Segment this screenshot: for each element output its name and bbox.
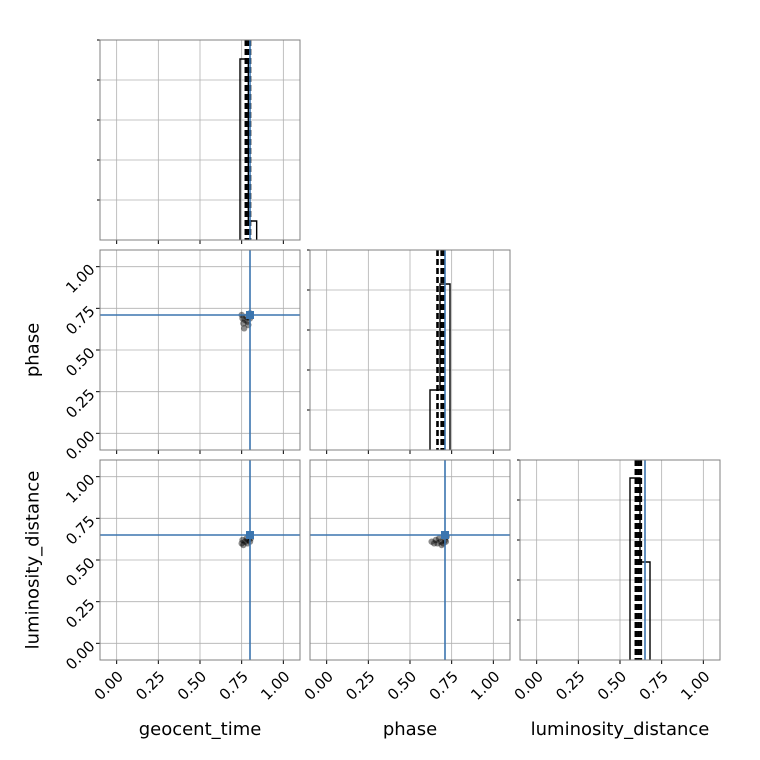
y-tick-label: 0.00 xyxy=(62,427,98,463)
x-tick-label: 0.00 xyxy=(91,668,127,704)
panel-luminosity_distance-vs-geocent_time: 0.000.250.500.751.000.00 0.25 0.50 0.75 1.00 xyxy=(62,459,301,704)
histogram-phase xyxy=(429,283,451,450)
panel-geocent_time-vs-geocent_time xyxy=(97,39,301,244)
x-tick-label: 0.50 xyxy=(384,668,420,704)
x-tick-label: 0.75 xyxy=(636,668,672,704)
panel-frame xyxy=(99,459,301,661)
panel-frame xyxy=(309,459,511,661)
truth-marker xyxy=(246,311,254,319)
sample-point xyxy=(437,538,445,545)
x-tick-label: 0.50 xyxy=(594,668,630,704)
sample-point xyxy=(428,538,435,545)
panel-frame xyxy=(519,459,721,661)
sample-point xyxy=(239,315,246,322)
sample-point xyxy=(244,318,251,325)
y-tick-label: 0.25 xyxy=(62,385,98,421)
sample-point xyxy=(435,535,443,542)
x-tick-label: 0.25 xyxy=(342,668,378,704)
panel-frame xyxy=(309,249,511,451)
panel-frame xyxy=(99,39,301,241)
x-tick-label: 0.25 xyxy=(552,668,588,704)
x-tick-label: 0.50 xyxy=(174,668,210,704)
sample-point xyxy=(442,538,450,545)
sample-point xyxy=(238,540,245,547)
x-tick-label: 1.00 xyxy=(467,668,503,704)
panel-phase-vs-phase xyxy=(307,249,511,454)
x-tick-label: 0.75 xyxy=(426,668,462,704)
sample-point xyxy=(244,540,251,547)
truth-marker xyxy=(441,531,449,539)
panel-phase-vs-geocent_time: 0.00 0.25 0.50 0.75 1.00 xyxy=(62,249,301,463)
y-tick-label: 0.50 xyxy=(62,554,98,590)
sample-point xyxy=(240,320,247,327)
x-tick-label: 1.00 xyxy=(677,668,713,704)
sample-point xyxy=(240,325,248,332)
x-axis-label-geocent_time: geocent_time xyxy=(139,719,262,740)
x-tick-label: 0.75 xyxy=(216,668,252,704)
y-tick-label: 0.50 xyxy=(62,344,98,380)
panel-luminosity_distance-vs-luminosity_distance: 0.00 0.25 0.50 0.75 1.00 xyxy=(511,459,721,704)
y-tick-label: 1.00 xyxy=(62,260,98,296)
panel-frame xyxy=(99,249,301,451)
sample-point xyxy=(241,538,249,545)
y-axis-label-phase: phase xyxy=(22,323,43,377)
x-tick-label: 0.00 xyxy=(511,668,547,704)
y-tick-label: 0.75 xyxy=(62,302,98,338)
x-axis-label-luminosity_distance: luminosity_distance xyxy=(531,719,710,740)
sample-point xyxy=(438,541,445,549)
sample-point xyxy=(240,541,247,549)
sample-point xyxy=(430,540,438,547)
sample-point xyxy=(239,536,246,544)
panel-luminosity_distance-vs-phase: 0.00 0.25 0.50 0.75 1.00 xyxy=(301,459,511,704)
x-tick-label: 0.00 xyxy=(301,668,337,704)
y-tick-label: 1.00 xyxy=(62,470,98,506)
scatter-luminosity_distance_vs_phase xyxy=(428,533,450,549)
sample-point xyxy=(432,536,440,544)
sample-point xyxy=(434,540,441,547)
truth-marker xyxy=(246,531,254,539)
x-tick-label: 1.00 xyxy=(257,668,293,704)
x-axis-label-phase: phase xyxy=(383,719,437,740)
x-tick-label: 0.25 xyxy=(132,668,168,704)
y-tick-label: 0.00 xyxy=(62,637,98,673)
y-axis-label-luminosity_distance: luminosity_distance xyxy=(22,471,43,650)
y-tick-label: 0.25 xyxy=(62,595,98,631)
y-tick-label: 0.75 xyxy=(62,512,98,548)
